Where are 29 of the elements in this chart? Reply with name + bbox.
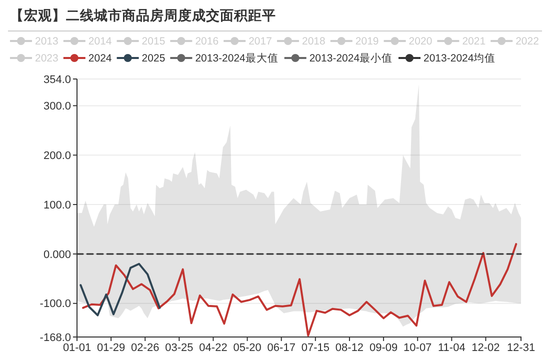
- y-tick-label: -100.0: [40, 298, 71, 310]
- legend-label: 2024: [88, 52, 112, 65]
- x-tick-label: 11-04: [438, 342, 466, 354]
- x-tick-label: 06-17: [267, 342, 296, 354]
- legend-label: 2013-2024均值: [424, 52, 496, 65]
- legend-label: 2013-2024最大值: [195, 52, 278, 65]
- legend-label: 2025: [142, 52, 166, 65]
- x-tick-label: 01-29: [96, 342, 126, 354]
- x-tick-label: 09-09: [369, 342, 398, 354]
- x-tick-label: 07-15: [301, 342, 330, 354]
- y-tick-label: 354.0: [43, 74, 71, 86]
- x-tick-label: 01-01: [62, 342, 92, 354]
- x-tick-label: 12-02: [472, 342, 500, 354]
- x-tick-label: 03-25: [165, 342, 194, 354]
- legend-label: 2013-2024最小值: [309, 52, 393, 65]
- x-tick-label: 04-22: [199, 342, 228, 354]
- y-tick-label: -168.0: [40, 332, 71, 344]
- y-tick-label: 200.0: [43, 150, 71, 162]
- chart-title: 【宏观】二线城市商品房周度成交面积距平: [10, 7, 276, 23]
- x-tick-label: 08-12: [335, 342, 364, 354]
- line-series: [80, 262, 161, 316]
- line-series: [82, 243, 518, 337]
- y-tick-label: 300.0: [43, 100, 71, 113]
- y-tick-label: 0.000: [43, 248, 71, 261]
- x-tick-label: 05-20: [233, 342, 262, 354]
- x-tick-label: 10-07: [404, 342, 432, 354]
- x-tick-label: 02-26: [131, 342, 160, 354]
- x-tick-label: 12-31: [506, 342, 536, 354]
- y-tick-label: 100.0: [43, 199, 71, 212]
